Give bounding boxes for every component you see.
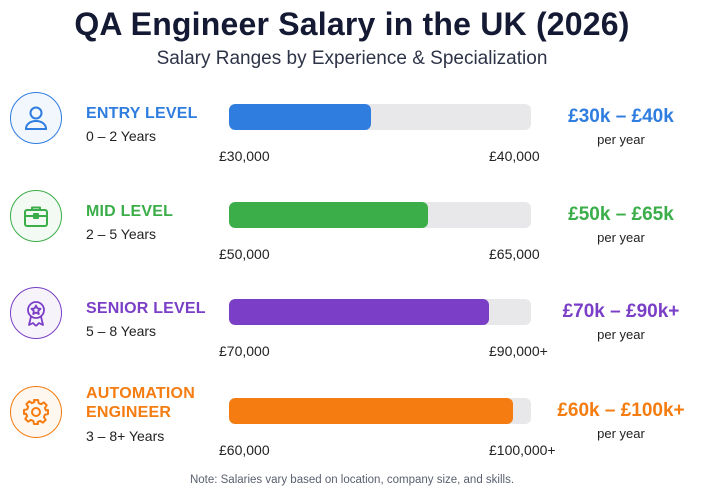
per-year-label: per year bbox=[597, 132, 645, 147]
salary-row: SENIOR LEVEL 5 – 8 Years £70,000 £90,000+ £7… bbox=[0, 287, 704, 377]
salary-range-label: £50k – £65k bbox=[568, 204, 674, 225]
salary-row: AUTOMATION ENGINEER 3 – 8+ Years £60,000 £1… bbox=[0, 385, 704, 476]
bar-max-label: £65,000 bbox=[489, 246, 540, 262]
bar-max-label: £40,000 bbox=[489, 148, 540, 164]
chart-subtitle: Salary Ranges by Experience & Specializa… bbox=[156, 48, 548, 69]
bar-min-label: £50,000 bbox=[219, 246, 270, 262]
user-icon bbox=[10, 92, 62, 144]
years-range: 5 – 8 Years bbox=[86, 323, 157, 339]
bar-track bbox=[229, 104, 531, 130]
salary-range-label: £30k – £40k bbox=[568, 106, 674, 127]
bar-min-label: £60,000 bbox=[219, 442, 270, 458]
briefcase-icon bbox=[10, 190, 62, 242]
award-ribbon-icon bbox=[10, 287, 62, 339]
chart-title: QA Engineer Salary in the UK (2026) bbox=[74, 6, 630, 42]
bar-track bbox=[229, 398, 531, 424]
bar-max-label: £100,000+ bbox=[489, 442, 556, 458]
level-label: AUTOMATION ENGINEER bbox=[86, 385, 195, 421]
footnote: Note: Salaries vary based on location, c… bbox=[189, 474, 515, 486]
bar-max-label: £90,000+ bbox=[489, 343, 548, 359]
level-label: SENIOR LEVEL bbox=[86, 300, 206, 317]
bar-track bbox=[229, 202, 531, 228]
per-year-label: per year bbox=[597, 426, 645, 441]
bar-track bbox=[229, 299, 531, 325]
per-year-label: per year bbox=[597, 230, 645, 245]
level-label: MID LEVEL bbox=[86, 203, 174, 220]
years-range: 0 – 2 Years bbox=[86, 128, 157, 144]
per-year-label: per year bbox=[597, 327, 645, 342]
salary-range-label: £70k – £90k+ bbox=[562, 301, 680, 322]
years-range: 2 – 5 Years bbox=[86, 226, 157, 242]
bar-min-label: £70,000 bbox=[219, 343, 270, 359]
bar-fill bbox=[229, 202, 429, 228]
bar-fill bbox=[229, 398, 513, 424]
gear-icon bbox=[10, 386, 62, 438]
salary-row: MID LEVEL 2 – 5 Years £50,000 £65,000 £50k –… bbox=[0, 190, 704, 280]
salary-range-label: £60k – £100k+ bbox=[557, 400, 685, 421]
years-range: 3 – 8+ Years bbox=[86, 428, 165, 444]
bar-fill bbox=[229, 104, 371, 130]
salary-row: ENTRY LEVEL 0 – 2 Years £30,000 £40,000 £30k… bbox=[0, 92, 704, 182]
bar-fill bbox=[229, 299, 489, 325]
level-label: ENTRY LEVEL bbox=[86, 105, 198, 122]
bar-min-label: £30,000 bbox=[219, 148, 270, 164]
